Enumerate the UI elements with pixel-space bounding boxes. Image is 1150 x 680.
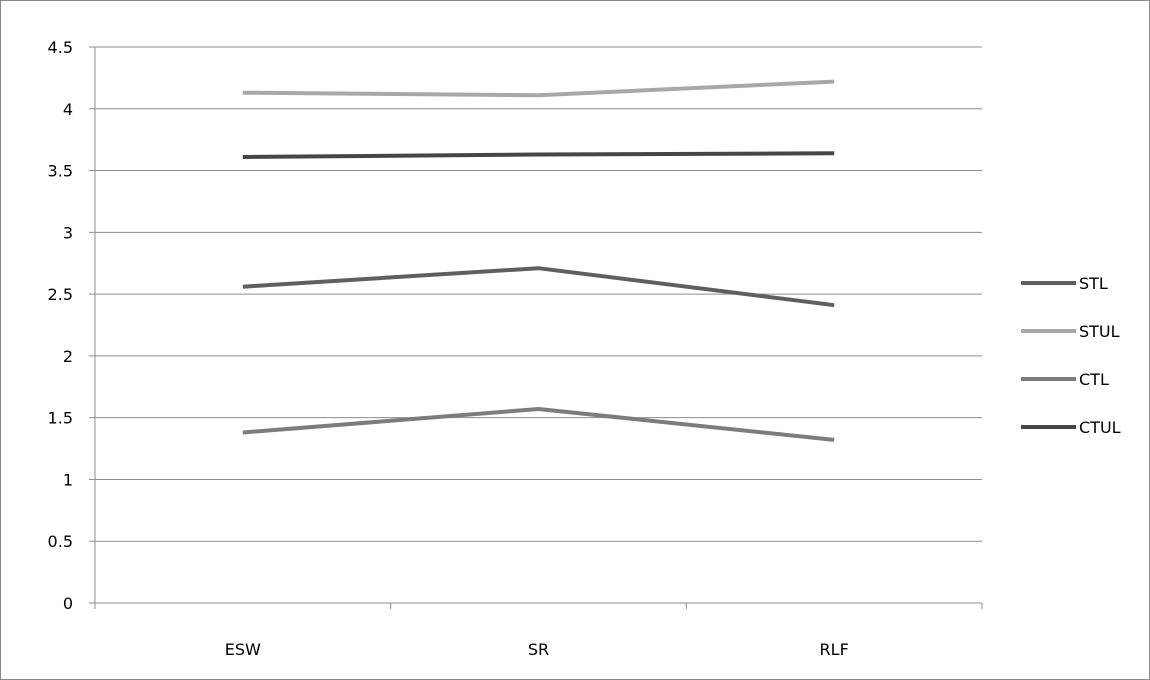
series-line-stul (242, 79, 835, 98)
y-tick-label: 0.5 (48, 532, 73, 551)
series-line-ctul (242, 151, 835, 159)
legend-label-ctl: CTL (1079, 370, 1109, 389)
legend-label-stul: STUL (1079, 322, 1120, 341)
y-tick-label: 3.5 (48, 162, 73, 181)
legend-label-stl: STL (1079, 274, 1108, 293)
axes: 0 0.5 1 1.5 2 2.5 3 3.5 4 4.5 ESW SR RLF (48, 38, 983, 659)
legend: STL STUL CTL CTUL (1021, 274, 1121, 437)
series-line-stl (242, 266, 835, 308)
series-lines (242, 79, 835, 442)
x-tick-label: ESW (225, 640, 261, 659)
series-line-ctl (242, 407, 835, 442)
y-tick-label: 3 (63, 223, 73, 242)
gridlines (95, 46, 982, 542)
y-tick-label: 2.5 (48, 285, 73, 304)
y-tick-label: 2 (63, 347, 73, 366)
y-tick-label: 1.5 (48, 409, 73, 428)
x-tick-label: RLF (820, 640, 849, 659)
y-tick-label: 4 (63, 100, 73, 119)
y-tick-label: 0 (63, 594, 73, 613)
y-tick-label: 4.5 (48, 38, 73, 57)
x-tick-label: SR (528, 640, 549, 659)
y-tick-label: 1 (63, 470, 73, 489)
legend-label-ctul: CTUL (1079, 418, 1121, 437)
